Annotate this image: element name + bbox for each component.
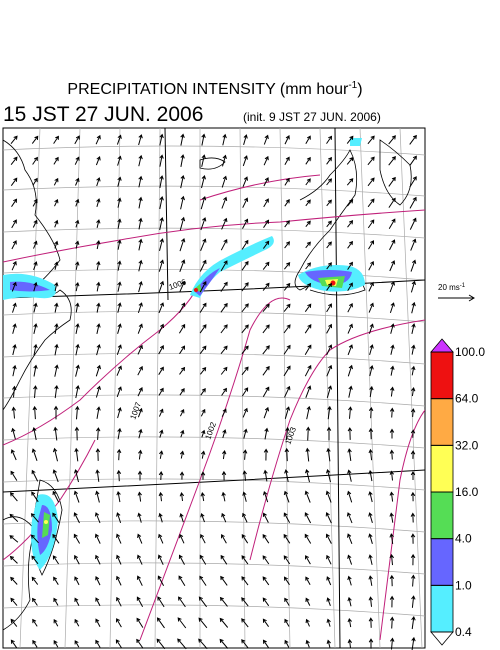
valid-time: 15 JST 27 JUN. 2006 — [3, 103, 203, 126]
wind-reference-head — [468, 294, 475, 302]
map-lines — [3, 128, 425, 648]
title: PRECIPITATION INTENSITY (mm hour-1) — [67, 80, 362, 98]
colorbar-segment — [430, 351, 454, 400]
wind-reference-label: 20 ms-1 — [438, 283, 466, 292]
colorbar-under — [430, 631, 454, 646]
colorbar-label: 4.0 — [455, 532, 472, 546]
wind-reference-exponent: -1 — [460, 283, 466, 289]
wind-arrows — [9, 133, 417, 650]
colorbar-label: 100.0 — [455, 345, 485, 359]
wind-reference: 20 ms-1 — [438, 283, 475, 302]
colorbar-label: 16.0 — [455, 485, 479, 499]
title-text: PRECIPITATION INTENSITY (mm hour — [67, 81, 349, 98]
colorbar-segment — [430, 491, 454, 540]
colorbar-label: 64.0 — [455, 392, 479, 406]
map-frame — [2, 127, 426, 649]
wind-arrow-field — [9, 133, 417, 650]
map: 1006 1007 1002 1003 — [2, 127, 426, 650]
wind-reference-text: 20 ms — [438, 283, 460, 292]
graticule — [3, 128, 425, 648]
precipitation — [3, 138, 365, 570]
coastline — [3, 139, 412, 631]
colorbar-segment — [430, 584, 454, 633]
init-time: (init. 9 JST 27 JUN. 2006) — [243, 110, 381, 124]
colorbar-label: 0.4 — [455, 625, 472, 639]
colorbar-segment — [430, 398, 454, 446]
title-exponent: -1 — [348, 80, 357, 91]
colorbar-over — [430, 338, 454, 353]
colorbar-segment — [430, 538, 454, 586]
title-close: ) — [357, 81, 362, 98]
colorbar-segment — [430, 444, 454, 493]
colorbar-label: 1.0 — [455, 578, 472, 592]
colorbar-label: 32.0 — [455, 438, 479, 452]
colorbar: 0.4 1.0 4.0 16.0 32.0 64.0 100.0 — [430, 338, 485, 646]
